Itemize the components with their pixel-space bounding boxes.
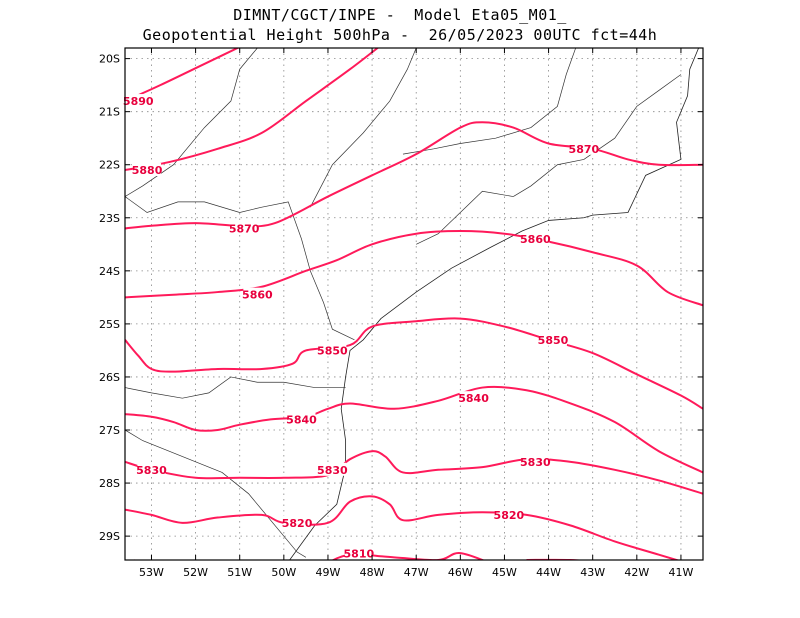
state-border bbox=[402, 48, 577, 155]
lat-label: 25S bbox=[99, 318, 120, 331]
lon-label: 50W bbox=[271, 566, 296, 579]
contour-label-bg bbox=[569, 141, 598, 155]
contour-label: 5860 bbox=[520, 233, 551, 246]
lon-label: 45W bbox=[492, 566, 517, 579]
lon-label: 53W bbox=[139, 566, 164, 579]
lat-label: 28S bbox=[99, 477, 120, 490]
contour-label: 5870 bbox=[569, 143, 600, 156]
contour-label-bg bbox=[538, 332, 567, 346]
lon-label: 42W bbox=[624, 566, 649, 579]
lat-label: 23S bbox=[99, 212, 120, 225]
contour-label-bg bbox=[318, 343, 347, 357]
contour-label: 5810 bbox=[344, 548, 375, 561]
contour-label: 5830 bbox=[317, 464, 348, 477]
lon-label: 48W bbox=[360, 566, 385, 579]
contour-label: 5840 bbox=[286, 413, 317, 426]
contour-5880 bbox=[125, 48, 380, 172]
contour-5820 bbox=[125, 495, 680, 560]
coastline bbox=[289, 48, 700, 560]
lon-label: 49W bbox=[316, 566, 341, 579]
contour-label-bg bbox=[318, 462, 347, 476]
state-border bbox=[513, 74, 682, 197]
contour-5840 bbox=[125, 385, 703, 474]
contour-label: 5850 bbox=[317, 344, 348, 357]
contour-label-bg bbox=[521, 454, 550, 468]
map-title-line2: Geopotential Height 500hPa - 26/05/2023 … bbox=[142, 26, 658, 44]
lat-label: 21S bbox=[99, 106, 120, 119]
lat-label: 24S bbox=[99, 265, 120, 278]
contour-label-bg bbox=[133, 163, 162, 177]
contour-label: 5890 bbox=[123, 95, 154, 108]
lat-label: 20S bbox=[99, 53, 120, 66]
contour-label: 5860 bbox=[242, 289, 273, 302]
contour-label-bg bbox=[124, 94, 153, 108]
contour-label-bg bbox=[230, 221, 259, 235]
contour-label: 5820 bbox=[282, 517, 313, 530]
contour-labels: 5890 5880 5870 5870 5860 5860 5850 5850 5840 5840… bbox=[123, 94, 600, 561]
contour-label-bg bbox=[344, 546, 373, 560]
contour-label-bg bbox=[283, 515, 312, 529]
contour-label: 5820 bbox=[494, 509, 525, 522]
contour-label: 5830 bbox=[136, 464, 167, 477]
contour-label-bg bbox=[287, 412, 316, 426]
contour-label-bg bbox=[137, 462, 166, 476]
contour-5830 bbox=[125, 450, 703, 495]
state-border bbox=[125, 376, 346, 399]
grid-lines bbox=[125, 48, 703, 560]
contour-label: 5870 bbox=[229, 222, 260, 235]
state-border bbox=[310, 48, 417, 208]
contour-5870 bbox=[125, 121, 703, 230]
contour-label-bg bbox=[494, 507, 523, 521]
lat-label: 22S bbox=[99, 159, 120, 172]
lon-label: 51W bbox=[227, 566, 252, 579]
contour-label-bg bbox=[521, 232, 550, 246]
lon-label: 43W bbox=[580, 566, 605, 579]
lon-label: 44W bbox=[536, 566, 561, 579]
state-border bbox=[125, 48, 258, 197]
lon-label: 46W bbox=[448, 566, 473, 579]
axis-labels: 20S 21S 22S 23S 24S 25S 26S 27S 28S 29S 53W 52W 51W 5… bbox=[99, 48, 703, 579]
contour-label: 5880 bbox=[132, 164, 163, 177]
contour-5850 bbox=[125, 317, 703, 410]
plot-frame bbox=[124, 47, 704, 561]
contour-label: 5830 bbox=[520, 456, 551, 469]
contour-lines bbox=[125, 48, 703, 560]
contour-5890 bbox=[125, 48, 240, 102]
contour-label-bg bbox=[459, 391, 488, 405]
state-border bbox=[125, 429, 307, 558]
map-title-line1: DIMNT/CGCT/INPE - Model Eta05_M01_ bbox=[233, 6, 567, 24]
lon-label: 47W bbox=[404, 566, 429, 579]
lat-label: 29S bbox=[99, 530, 120, 543]
lon-label: 41W bbox=[669, 566, 694, 579]
lon-label: 52W bbox=[183, 566, 208, 579]
contour-label: 5840 bbox=[458, 392, 489, 405]
contour-label-bg bbox=[243, 287, 272, 301]
lat-label: 27S bbox=[99, 424, 120, 437]
state-border bbox=[416, 190, 514, 245]
state-border bbox=[125, 196, 355, 341]
contour-label: 5850 bbox=[538, 334, 569, 347]
lat-label: 26S bbox=[99, 371, 120, 384]
contour-5860 bbox=[125, 230, 703, 307]
geography bbox=[125, 48, 700, 560]
